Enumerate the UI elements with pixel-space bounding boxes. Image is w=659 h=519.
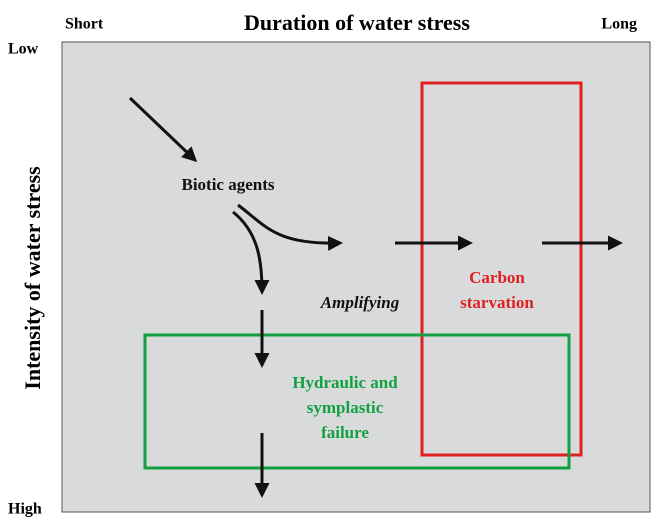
hydraulic-box xyxy=(143,333,571,470)
node-label: Biotic agents xyxy=(181,175,274,194)
x-start: Short xyxy=(65,16,104,33)
node-label: failure xyxy=(321,423,369,442)
y-start: Low xyxy=(8,41,39,58)
arrow xyxy=(232,210,270,295)
y-title: Intensity of water stress xyxy=(20,166,45,390)
node-label: Hydraulic and xyxy=(292,373,398,392)
x-title: Duration of water stress xyxy=(244,10,470,35)
carbon-box xyxy=(420,81,583,457)
node-label: starvation xyxy=(460,293,534,312)
node-label: Carbon xyxy=(469,268,525,287)
node-label: Amplifying xyxy=(320,293,400,312)
arrow xyxy=(237,203,343,251)
arrow xyxy=(128,96,198,163)
node-label: symplastic xyxy=(307,398,384,417)
x-end: Long xyxy=(601,16,637,33)
plot-area xyxy=(61,41,651,513)
y-end: High xyxy=(8,501,42,518)
